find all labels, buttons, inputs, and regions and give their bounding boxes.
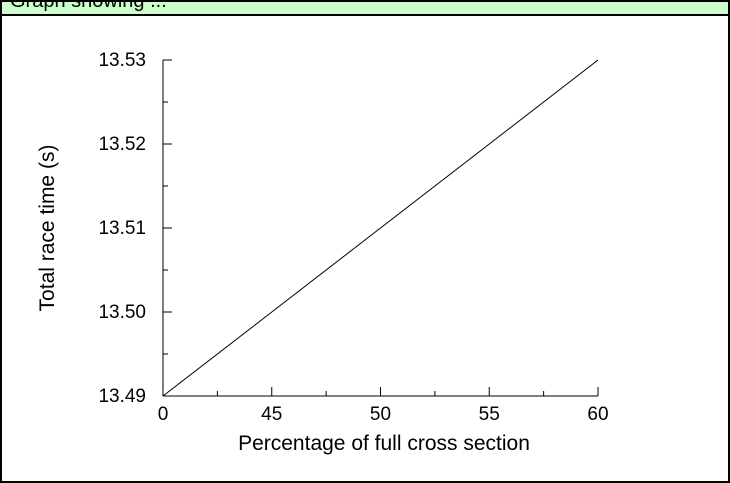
x-tick-label: 60 xyxy=(587,404,608,425)
y-tick-label: 13.50 xyxy=(98,302,146,323)
y-tick-label: 13.49 xyxy=(98,386,146,407)
y-axis-ticks xyxy=(163,59,172,397)
x-axis-title: Percentage of full cross section xyxy=(238,432,530,455)
x-axis-tick-labels: 0 45 50 55 60 xyxy=(158,404,609,425)
x-tick-label: 50 xyxy=(370,404,391,425)
x-tick-label: 0 xyxy=(158,404,169,425)
banner-text: Graph showing ... xyxy=(10,2,167,12)
y-tick-label: 13.53 xyxy=(98,50,146,71)
x-axis-ticks xyxy=(162,387,599,396)
y-tick-label: 13.52 xyxy=(98,134,146,155)
y-axis-tick-labels: 13.49 13.50 13.51 13.52 13.53 xyxy=(98,50,146,407)
x-tick-label: 45 xyxy=(261,404,282,425)
x-tick-label: 55 xyxy=(479,404,500,425)
y-tick-label: 13.51 xyxy=(98,218,146,239)
y-axis-title: Total race time (s) xyxy=(36,145,59,312)
series-line xyxy=(162,59,599,397)
header-banner: Graph showing ... xyxy=(2,2,728,16)
